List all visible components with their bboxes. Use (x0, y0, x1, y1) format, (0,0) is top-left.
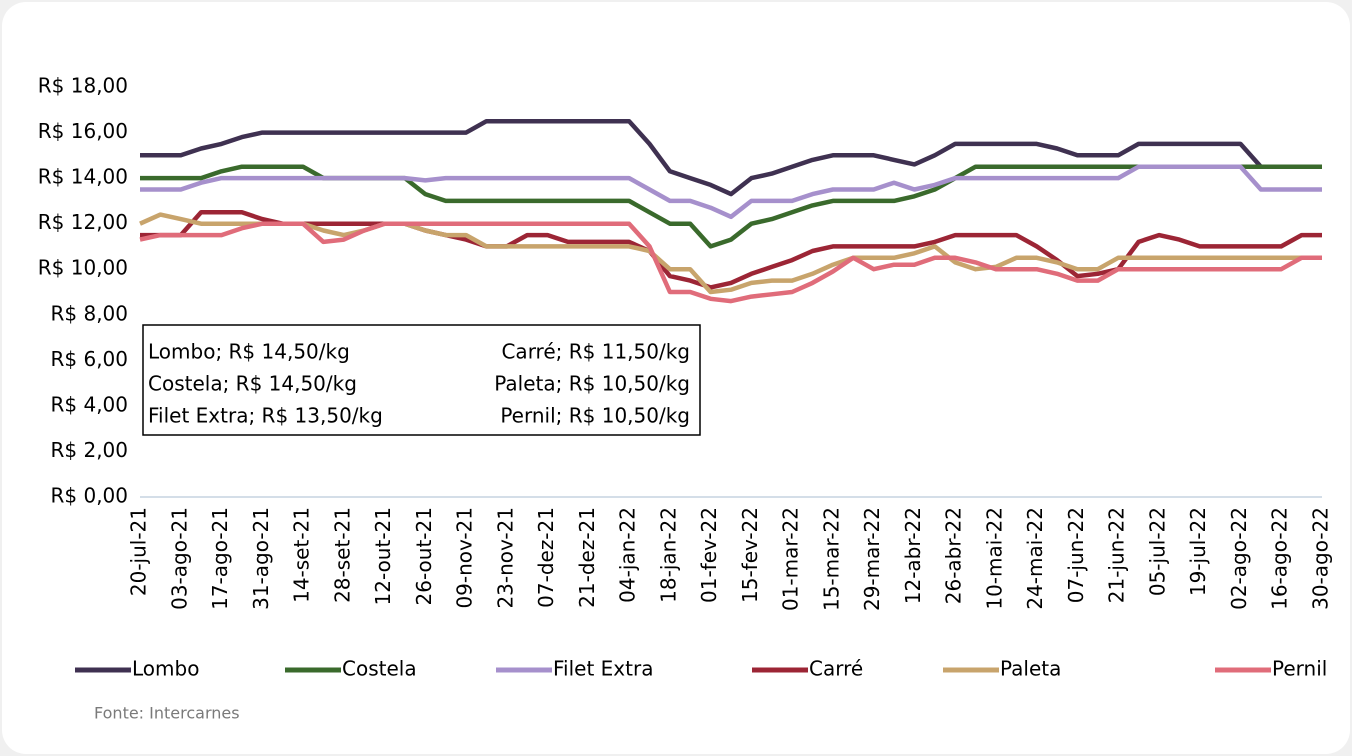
x-tick-label: 17-ago-21 (208, 507, 232, 610)
source: Fonte: Intercarnes (94, 704, 240, 723)
x-tick-label: 12-out-21 (371, 507, 395, 605)
legend-label: Lombo (132, 657, 199, 681)
x-tick-label: 01-fev-22 (697, 507, 721, 603)
x-tick-label: 02-ago-22 (1227, 507, 1251, 610)
series-line (140, 210, 1322, 290)
x-tick-label: 23-nov-21 (493, 507, 517, 609)
x-tick-label: 05-jul-22 (1145, 507, 1169, 596)
y-tick-label: R$ 14,00 (38, 165, 128, 189)
legend-label: Carré (809, 657, 863, 681)
x-tick-label: 10-mai-22 (982, 507, 1006, 610)
series-line (140, 164, 1322, 220)
annotation-box (142, 324, 701, 436)
x-tick-label: 31-ago-21 (249, 507, 273, 610)
x-tick-label: 26-out-21 (412, 507, 436, 605)
x-tick-label: 01-mar-22 (779, 507, 803, 611)
x-tick-label: 16-ago-22 (1268, 507, 1292, 610)
legend-label: Filet Extra (553, 657, 653, 681)
annotation: Lombo; R$ 14,50/kg (148, 340, 350, 364)
x-tick-label: 18-jan-22 (656, 507, 680, 603)
series-line (139, 212, 1322, 295)
x-tick-label: 03-ago-21 (167, 507, 191, 610)
x-tick-label: 15-fev-22 (738, 507, 762, 603)
x-tick-label: 19-jul-22 (1186, 507, 1210, 596)
y-tick-label: R$ 16,00 (38, 119, 128, 143)
x-tick-label: 09-nov-21 (453, 507, 477, 609)
x-tick-label: 26-abr-22 (942, 507, 966, 604)
x-tick-label: 14-set-21 (290, 507, 314, 603)
annotation: Paleta; R$ 10,50/kg (494, 372, 690, 396)
series-line (139, 221, 1322, 304)
legend-label: Costela (342, 657, 417, 681)
annotation: Filet Extra; R$ 13,50/kg (148, 404, 383, 428)
y-tick-label: R$ 0,00 (50, 484, 128, 508)
x-tick-label: 21-jun-22 (1105, 507, 1129, 603)
annotation: Pernil; R$ 10,50/kg (500, 404, 690, 428)
x-tick-label: 24-mai-22 (1023, 507, 1047, 610)
y-tick-label: R$ 12,00 (38, 210, 128, 234)
y-tick-label: R$ 18,00 (38, 74, 128, 98)
y-tick-label: R$ 10,00 (38, 256, 128, 280)
annotation: Costela; R$ 14,50/kg (148, 372, 357, 396)
x-tick-label: 21-dez-21 (575, 507, 599, 608)
x-tick-label: 29-mar-22 (860, 507, 884, 611)
y-tick-label: R$ 6,00 (50, 347, 128, 371)
legend-label: Pernil (1272, 657, 1327, 681)
x-tick-label: 04-jan-22 (616, 507, 640, 603)
series-line (140, 118, 1322, 197)
x-tick-label: 15-mar-22 (819, 507, 843, 611)
x-tick-label: 07-dez-21 (534, 507, 558, 608)
y-tick-label: R$ 4,00 (50, 392, 128, 416)
x-tick-label: 28-set-21 (330, 507, 354, 603)
annotation: Carré; R$ 11,50/kg (501, 340, 690, 364)
y-tick-label: R$ 8,00 (50, 301, 128, 325)
x-tick-label: 20-jul-21 (127, 507, 151, 596)
y-tick-label: R$ 2,00 (50, 438, 128, 462)
legend-label: Paleta (1000, 657, 1061, 681)
x-tick-label: 12-abr-22 (901, 507, 925, 604)
x-tick-label: 07-jun-22 (1064, 507, 1088, 603)
x-tick-label: 30-ago-22 (1309, 507, 1333, 610)
